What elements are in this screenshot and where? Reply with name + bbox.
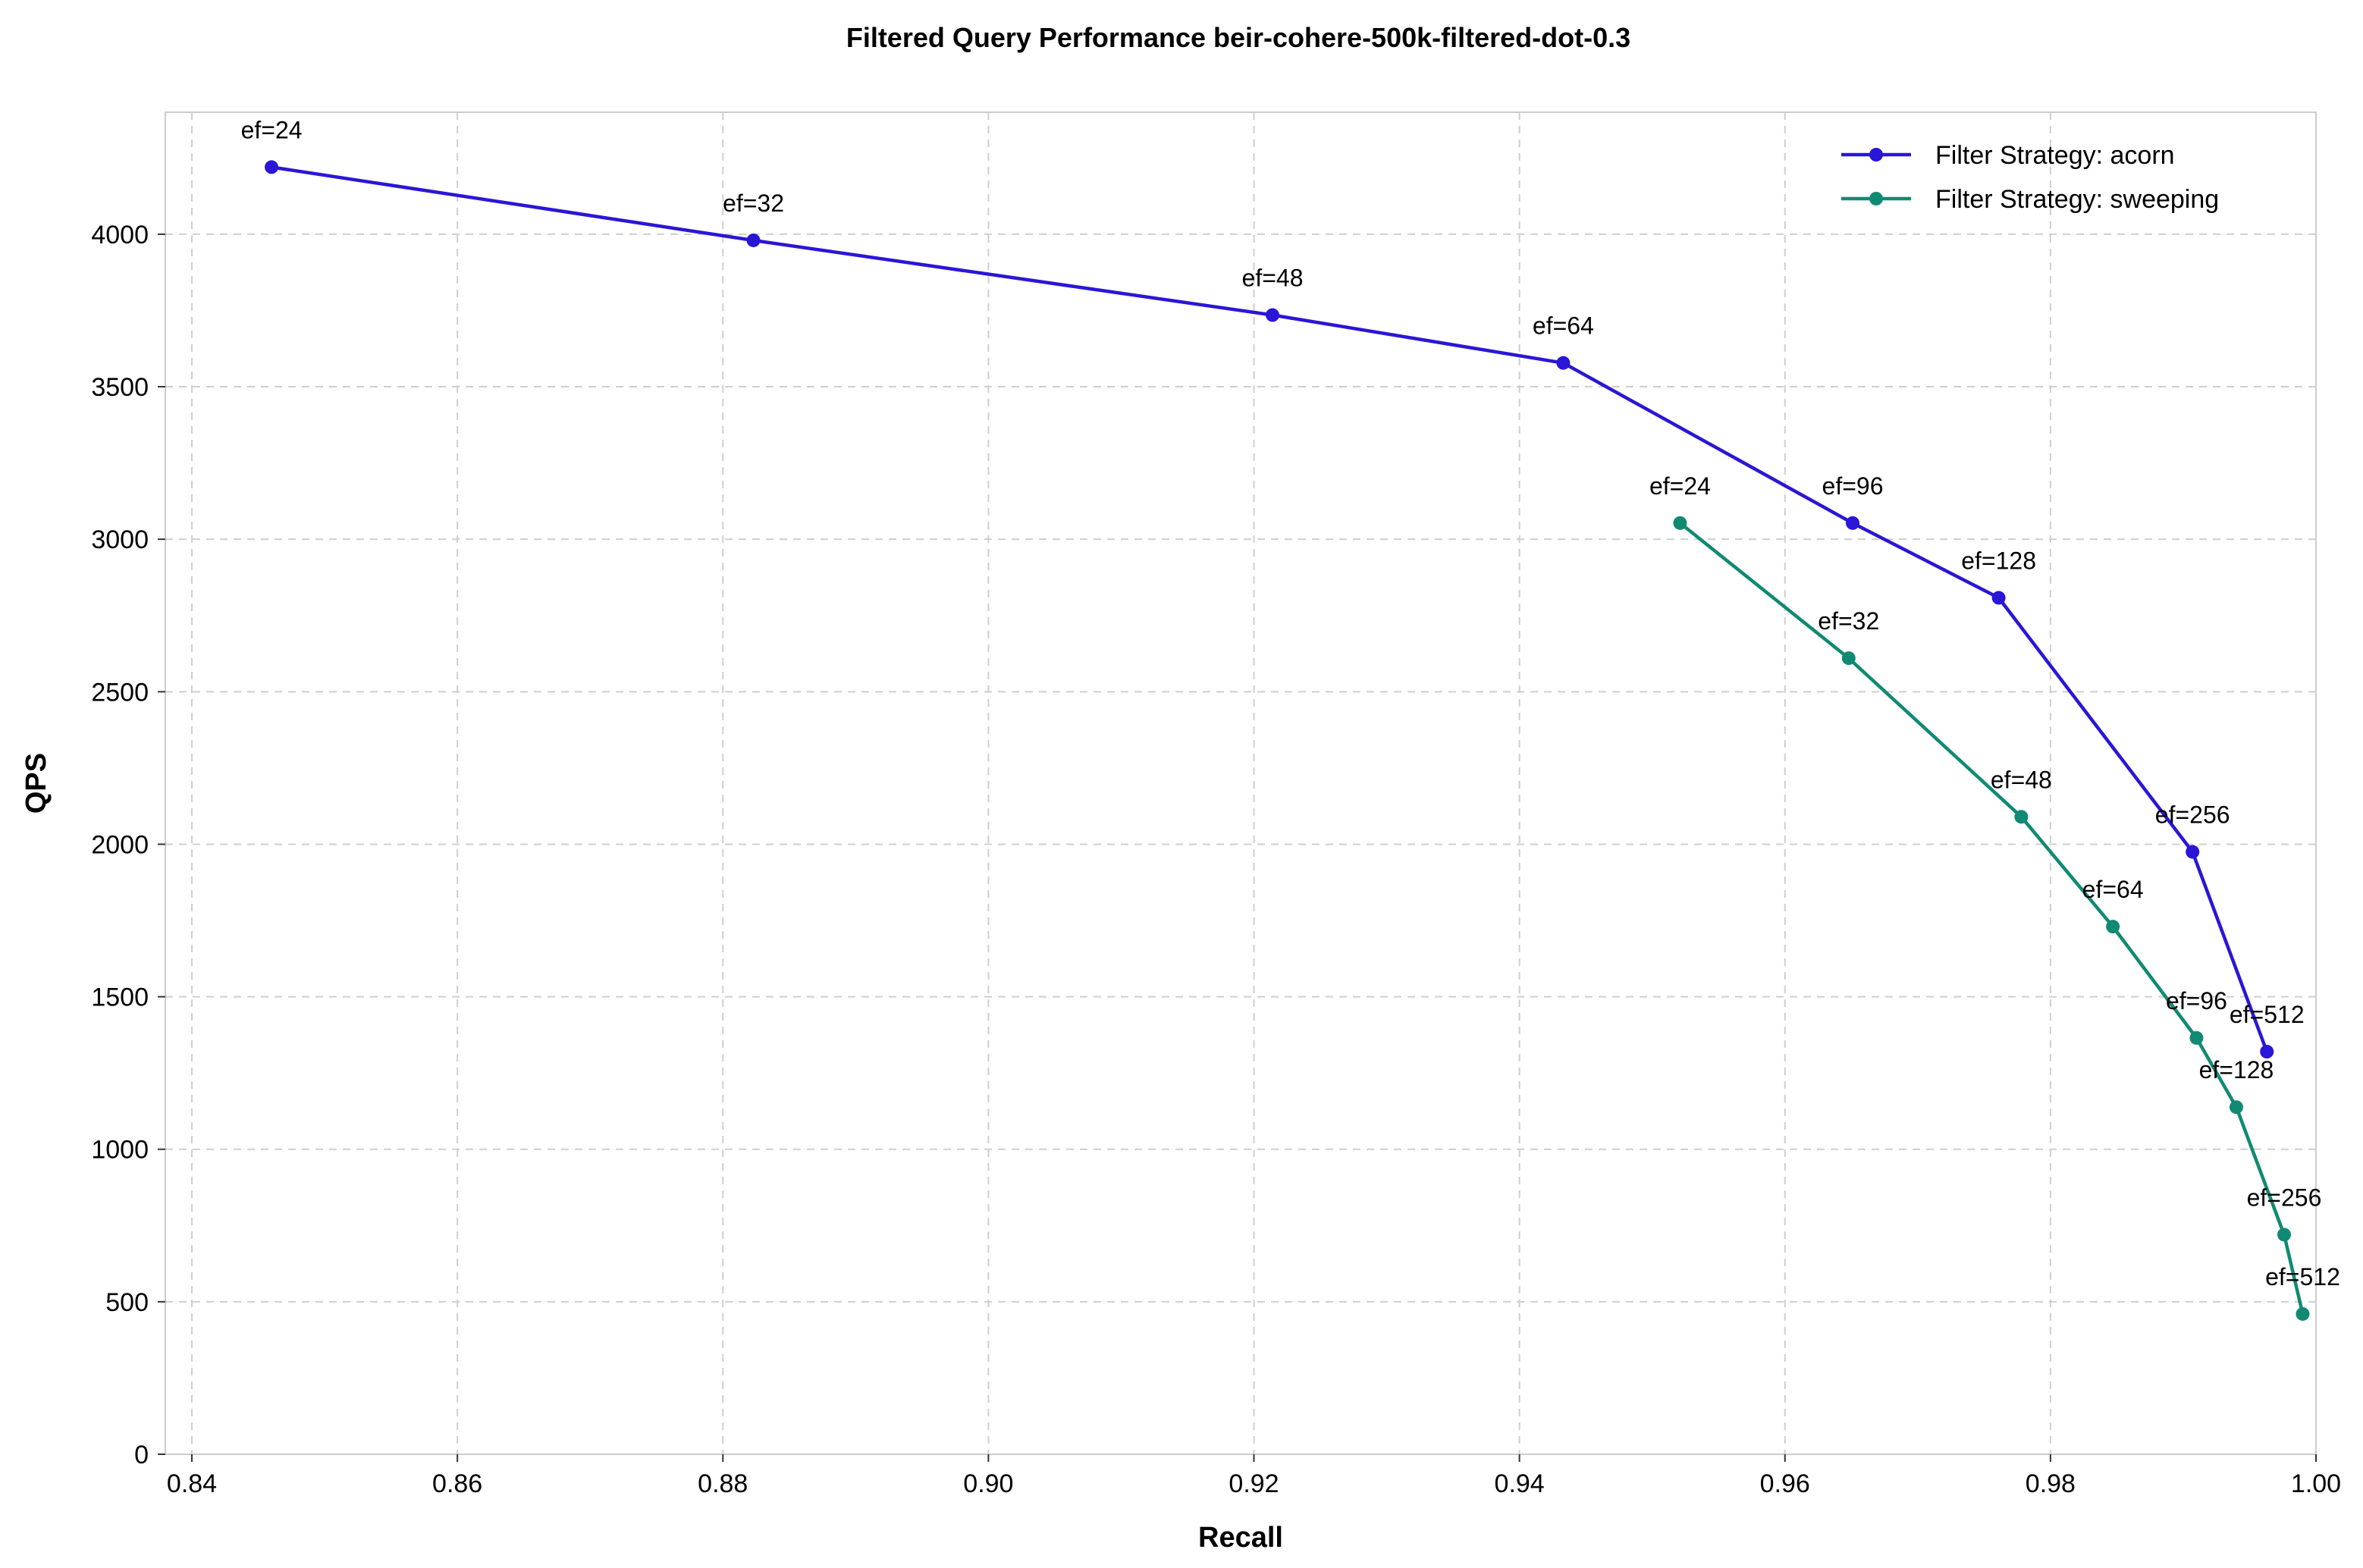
- point-label: ef=48: [1242, 265, 1304, 292]
- point-label: ef=32: [723, 190, 784, 217]
- legend: Filter Strategy: acorn Filter Strategy: s…: [1841, 141, 2219, 214]
- point-label: ef=128: [2199, 1056, 2274, 1083]
- point-label: ef=128: [1961, 547, 2036, 574]
- data-point: [1991, 591, 2006, 605]
- y-tick-label: 500: [105, 1288, 149, 1317]
- point-label: ef=96: [1822, 472, 1884, 500]
- x-tick-label: 0.86: [432, 1469, 482, 1498]
- data-point: [1556, 356, 1571, 370]
- legend-marker: [1869, 192, 1883, 205]
- x-tick-label: 0.98: [2026, 1469, 2076, 1498]
- point-label: ef=96: [2166, 987, 2227, 1014]
- legend-label: Filter Strategy: acorn: [1935, 141, 2175, 170]
- x-axis-label: Recall: [1198, 1522, 1283, 1554]
- legend-label: Filter Strategy: sweeping: [1935, 185, 2219, 214]
- x-tick-label: 0.94: [1495, 1469, 1545, 1498]
- y-axis-label: QPS: [20, 753, 52, 814]
- data-point: [1846, 516, 1860, 530]
- point-label: ef=24: [1649, 472, 1711, 500]
- data-point: [2189, 1030, 2204, 1045]
- legend-marker: [1869, 148, 1883, 162]
- data-point: [265, 160, 279, 174]
- data-point: [2106, 920, 2120, 934]
- y-tick-label: 0: [134, 1441, 149, 1469]
- y-tick-label: 1000: [91, 1136, 149, 1165]
- y-tick-label: 2500: [91, 678, 149, 707]
- data-point: [2186, 845, 2200, 859]
- x-tick-label: 1.00: [2291, 1469, 2341, 1498]
- point-label: ef=24: [241, 116, 303, 143]
- ticks-layer: 0.84 0.86 0.88 0.90 0.92 0.94 0.96 0.98 1.00 0 500…: [91, 221, 2341, 1498]
- point-label: ef=512: [2230, 1001, 2305, 1028]
- data-point: [1841, 651, 1856, 666]
- x-tick-label: 0.90: [963, 1469, 1013, 1498]
- point-label: ef=64: [2082, 876, 2144, 903]
- y-tick-label: 2000: [91, 830, 149, 859]
- data-point: [2260, 1045, 2274, 1058]
- y-tick-label: 4000: [91, 221, 149, 249]
- annotation-layer: ef=24 ef=32 ef=48 ef=64 ef=96 ef=128 ef=256 ef=…: [241, 116, 2340, 1290]
- data-point: [2229, 1100, 2243, 1115]
- point-label: ef=64: [1533, 312, 1594, 340]
- point-label: ef=32: [1818, 607, 1879, 635]
- data-point: [2014, 810, 2029, 824]
- y-tick-label: 3500: [91, 373, 149, 402]
- point-label: ef=512: [2265, 1263, 2340, 1290]
- point-label: ef=256: [2247, 1184, 2322, 1211]
- point-label: ef=48: [1991, 766, 2052, 793]
- chart-title: Filtered Query Performance beir-cohere-5…: [846, 22, 1630, 53]
- y-tick-label: 1500: [91, 983, 149, 1012]
- y-tick-label: 3000: [91, 525, 149, 554]
- series-line-filter-strategy-sweeping: [1679, 522, 2305, 1315]
- x-tick-label: 0.92: [1229, 1469, 1279, 1498]
- data-point: [1266, 308, 1280, 322]
- x-tick-label: 0.96: [1760, 1469, 1810, 1498]
- series-layer: [265, 160, 2310, 1321]
- data-point: [1673, 516, 1687, 530]
- plot-frame: [165, 111, 2317, 1455]
- series-line-filter-strategy-acorn: [271, 165, 2269, 1052]
- data-point: [2277, 1228, 2291, 1242]
- data-point: [2296, 1306, 2310, 1321]
- data-point: [746, 233, 761, 247]
- x-tick-label: 0.88: [698, 1469, 748, 1498]
- point-label: ef=256: [2155, 801, 2230, 829]
- x-tick-label: 0.84: [167, 1469, 217, 1498]
